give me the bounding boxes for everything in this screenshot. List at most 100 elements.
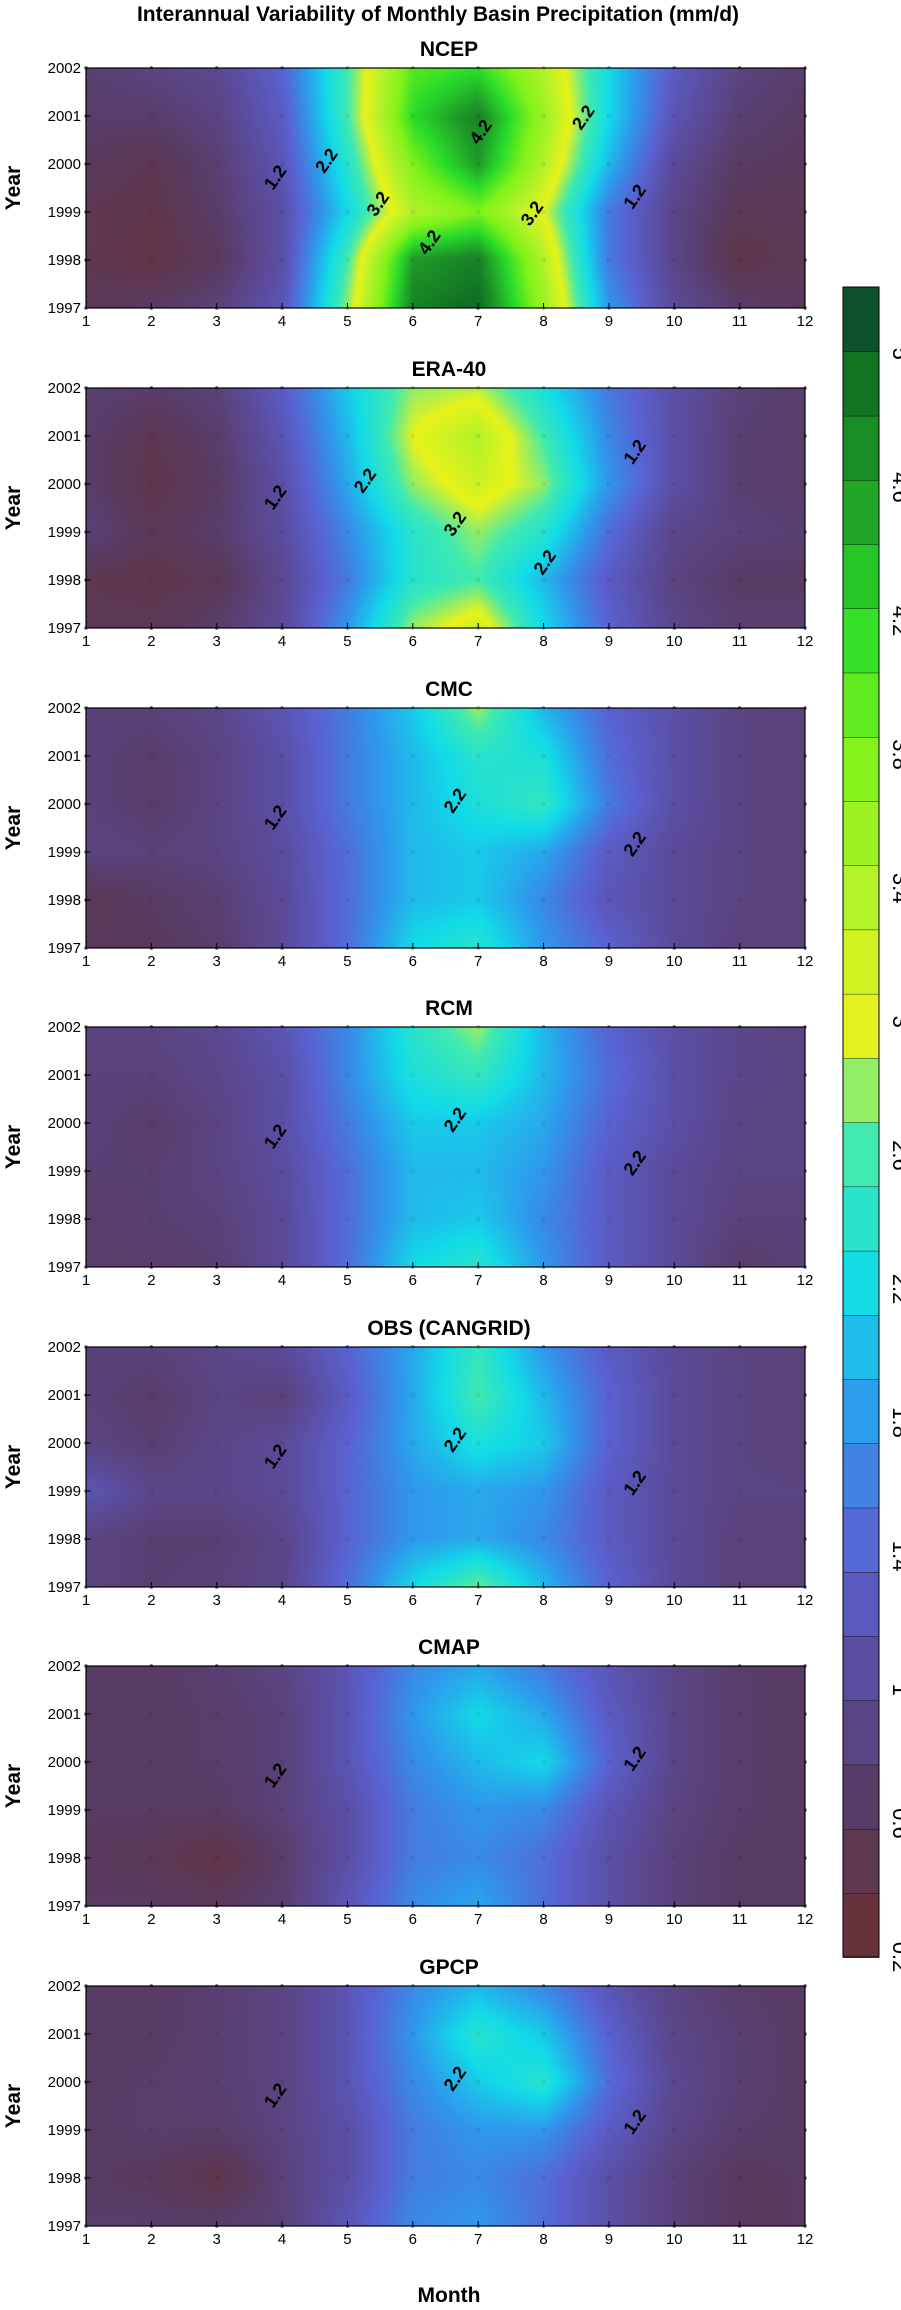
heatmap-cell [214, 210, 219, 214]
x-tick-label: 5 [343, 1272, 351, 1289]
heatmap-cell [541, 482, 546, 486]
panel-obs-cangrid: OBS (CANGRID)1 2 3 4 5 6 7 8 9 10 11 12199719981999… [2, 1317, 813, 1609]
heatmap-cell [476, 2032, 481, 2036]
heatmap-cell [607, 2080, 611, 2084]
heatmap-cell [345, 754, 350, 758]
heatmap-cell [607, 1489, 611, 1493]
heatmap-cell [607, 1856, 611, 1860]
heatmap-cell [672, 850, 677, 854]
heatmap-cell [410, 2080, 415, 2084]
x-tick-label: 10 [666, 313, 683, 330]
y-axis-label: Year [2, 1125, 25, 1169]
x-axis-label: Month [418, 2284, 481, 2307]
heatmap-cell [345, 434, 350, 438]
heatmap-cell [410, 2176, 415, 2180]
x-tick-label: 10 [666, 2231, 683, 2248]
heatmap-cell [476, 1712, 481, 1716]
heatmap-cell [280, 2128, 284, 2132]
x-tick-label: 12 [797, 1272, 814, 1289]
y-tick-label: 1998 [48, 1531, 81, 1548]
heatmap-cell [280, 1489, 284, 1493]
heatmap-cell [149, 1121, 154, 1125]
heatmap-cell [607, 530, 611, 534]
heatmap-cell [410, 1073, 415, 1077]
heatmap-cell [737, 1489, 742, 1493]
heatmap-cell [607, 1808, 611, 1812]
heatmap-cell [737, 1856, 742, 1860]
heatmap-cell [672, 1393, 677, 1397]
colorbar: 0.2 0.6 1 1.4 1.8 2.2 2.6 3 3.4 3.8 4.2 4.6 5 [842, 286, 901, 1972]
x-tick-label: 3 [213, 313, 221, 330]
colorbar-band [842, 1764, 880, 1830]
heatmap-cell [410, 2128, 415, 2132]
heatmap-cell [280, 898, 284, 902]
heatmap-cell [607, 850, 611, 854]
plot-frame [85, 67, 806, 309]
heatmap-cell [214, 2032, 219, 2036]
heatmap-cell [737, 114, 742, 118]
x-tick-label: 1 [82, 633, 90, 650]
colorbar-band [842, 1057, 880, 1123]
heatmap-cell [672, 2128, 677, 2132]
heatmap-cell [280, 434, 284, 438]
x-tick-label: 9 [605, 953, 613, 970]
colorbar-band [842, 1635, 880, 1701]
y-tick-label: 1998 [48, 892, 81, 909]
y-tick-label: 1997 [48, 300, 81, 317]
heatmap-cell [149, 754, 154, 758]
heatmap-cell [476, 1489, 481, 1493]
heatmap-cell [149, 2032, 154, 2036]
heatmap-cell [280, 1121, 284, 1125]
x-tick-label: 7 [474, 1592, 482, 1609]
heatmap-cell [345, 1489, 350, 1493]
heatmap-cell [541, 1073, 546, 1077]
x-tick-label: 12 [797, 2231, 814, 2248]
x-tick-label: 4 [278, 633, 286, 650]
x-tick-label: 9 [605, 1592, 613, 1609]
heatmap-cell [476, 1856, 481, 1860]
x-tick-label: 5 [343, 1592, 351, 1609]
y-axis-label: Year [2, 2084, 25, 2128]
heatmap-cell [214, 2176, 219, 2180]
plot-frame [85, 1346, 806, 1588]
colorbar-tick-label: 0.6 [888, 1808, 901, 1839]
heatmap-cell [607, 898, 611, 902]
x-tick-label: 12 [797, 1911, 814, 1928]
x-tick-label: 5 [343, 953, 351, 970]
heatmap-cell [214, 114, 219, 118]
heatmap-cell [737, 2128, 742, 2132]
heatmap-cell [541, 1856, 546, 1860]
colorbar-band [842, 864, 880, 931]
x-tick-label: 9 [605, 1272, 613, 1289]
heatmap-cell [541, 578, 546, 582]
heatmap-cell [149, 1808, 154, 1812]
heatmap-cell [410, 2032, 415, 2036]
x-tick-label: 4 [278, 1911, 286, 1928]
x-tick-label: 10 [666, 1911, 683, 1928]
heatmap-cell [149, 162, 154, 166]
x-tick-label: 2 [147, 1592, 155, 1609]
heatmap-cell [410, 1856, 415, 1860]
y-tick-label: 2001 [48, 108, 81, 125]
y-tick-label: 2002 [48, 380, 81, 397]
heatmap-cell [410, 1121, 415, 1125]
colorbar-tick-label: 3.4 [888, 873, 901, 904]
colorbar-band [842, 929, 880, 995]
heatmap-cell [476, 1393, 481, 1397]
heatmap-cell [541, 2080, 546, 2084]
heatmap-cell [476, 898, 481, 902]
heatmap-cell [410, 1537, 415, 1541]
heatmap-cell [214, 258, 219, 262]
heatmap-cell [149, 898, 154, 902]
heatmap-cell [607, 2128, 611, 2132]
heatmap-cell [214, 1537, 219, 1541]
y-axis-label: Year [2, 486, 25, 530]
heatmap-cell [280, 1169, 284, 1173]
heatmap-cell [476, 578, 481, 582]
y-tick-label: 2002 [48, 1019, 81, 1036]
heatmap-cell [345, 1121, 350, 1125]
y-tick-label: 2002 [48, 1339, 81, 1356]
heatmap-cell [672, 1489, 677, 1493]
heatmap-cell [214, 1121, 219, 1125]
